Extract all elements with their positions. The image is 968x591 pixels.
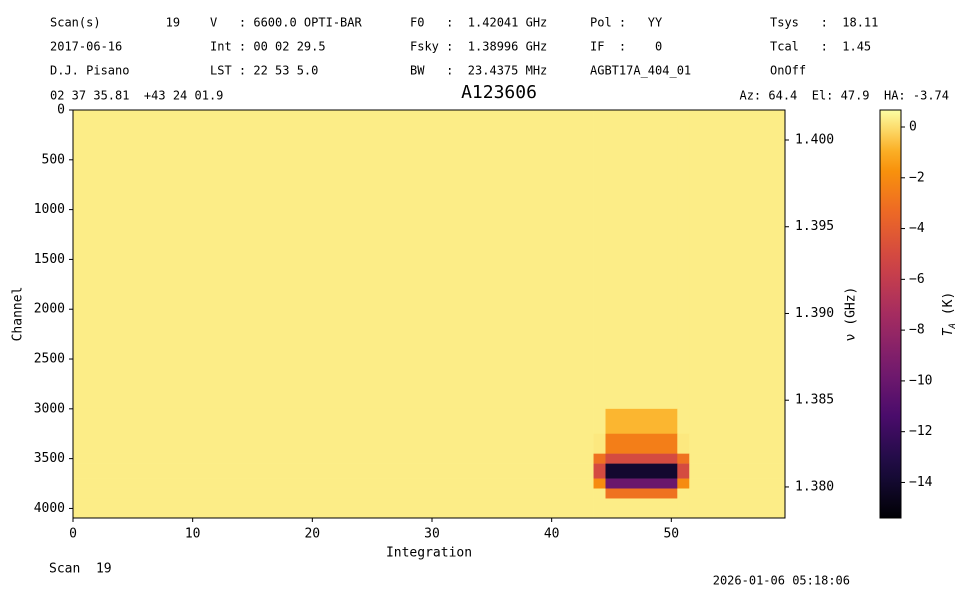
header-field: AGBT17A_404_01 — [590, 64, 691, 78]
y2-tick-label: 1.395 — [795, 219, 834, 234]
heatmap-cell — [73, 453, 594, 464]
heatmap-cell — [593, 463, 606, 479]
heatmap-cell — [605, 478, 678, 489]
x-tick-label: 40 — [544, 527, 560, 542]
header-field: Pol : YY — [590, 16, 663, 30]
header-field: 2017-06-16 — [50, 40, 122, 54]
colorbar-label-unit: (K) — [941, 292, 956, 323]
heatmap-cell — [73, 478, 594, 489]
heatmap-cell — [689, 488, 786, 499]
heatmap-cell — [677, 463, 690, 479]
heatmap-cell — [677, 478, 690, 489]
heatmap-cell — [73, 463, 594, 479]
heatmap-cell — [605, 408, 678, 435]
x-tick-label: 0 — [69, 527, 77, 542]
y-axis-label: Channel — [11, 287, 26, 342]
y2-tick-label: 1.385 — [795, 393, 834, 408]
colorbar-tick-label: −12 — [909, 424, 932, 439]
header-field: OnOff — [770, 64, 806, 78]
heatmap-cell — [73, 488, 594, 499]
header-field: IF : 0 — [590, 40, 662, 54]
colorbar-tick-label: −10 — [909, 373, 932, 388]
y2-tick-label: 1.380 — [795, 479, 834, 494]
heatmap-cell — [73, 433, 594, 454]
x-tick-label: 50 — [663, 527, 679, 542]
colorbar-tick-label: 0 — [909, 120, 917, 135]
colorbar-tick-label: −8 — [909, 323, 925, 338]
heatmap-cell — [689, 433, 786, 454]
header-field: BW : 23.4375 MHz — [410, 64, 547, 78]
y-tick-label: 4000 — [34, 501, 65, 516]
heatmap-cell — [593, 478, 606, 489]
y-tick-label: 3000 — [34, 401, 65, 416]
timestamp: 2026-01-06 05:18:06 — [713, 574, 850, 588]
heatmap-cell — [689, 408, 786, 435]
coordinates: 02 37 35.81 +43 24 01.9 — [50, 89, 223, 103]
footer-scan: Scan 19 — [49, 562, 112, 577]
heatmap-cell — [593, 453, 606, 464]
colorbar-tick-label: −4 — [909, 221, 925, 236]
colorbar — [879, 109, 902, 519]
heatmap-cell — [677, 110, 690, 410]
heatmap-cell — [677, 498, 690, 519]
x-tick-label: 20 — [304, 527, 320, 542]
chart-title: A123606 — [461, 82, 537, 103]
header-field: Tsys : 18.11 — [770, 16, 878, 30]
header-field: Int : 00 02 29.5 — [210, 40, 326, 54]
header-field: D.J. Pisano — [50, 64, 129, 78]
y-tick-label: 1500 — [34, 252, 65, 267]
header-field: V : 6600.0 OPTI-BAR — [210, 16, 362, 30]
header-field: Tcal : 1.45 — [770, 40, 871, 54]
heatmap-cell — [73, 498, 594, 519]
header-field: Scan(s) 19 — [50, 16, 180, 30]
header-field: Fsky : 1.38996 GHz — [410, 40, 547, 54]
x-tick-label: 30 — [424, 527, 440, 542]
heatmap-cell — [689, 463, 786, 479]
pointing: Az: 64.4 El: 47.9 HA: -3.74 — [739, 89, 949, 103]
y-tick-label: 2500 — [34, 352, 65, 367]
heatmap-cell — [677, 488, 690, 499]
colorbar-tick-label: −6 — [909, 272, 925, 287]
heatmap-cell — [677, 433, 690, 454]
heatmap-cell — [605, 453, 678, 464]
colorbar-tick-label: −2 — [909, 170, 925, 185]
x-tick-label: 10 — [185, 527, 201, 542]
colorbar-tick-label: −14 — [909, 475, 933, 490]
heatmap-cell — [605, 488, 678, 499]
heatmap-cell — [605, 498, 678, 519]
heatmap-cell — [593, 408, 606, 435]
y-tick-label: 1000 — [34, 202, 65, 217]
colorbar-label-symbol: T — [941, 327, 956, 336]
colorbar-label: TA (K) — [941, 292, 958, 337]
y-tick-label: 3500 — [34, 451, 65, 466]
heatmap-cell — [73, 110, 594, 410]
heatmap-cell — [689, 110, 786, 410]
y2-axis-label: ν (GHz) — [844, 287, 859, 342]
heatmap-cell — [677, 453, 690, 464]
heatmap-cell — [689, 498, 786, 519]
y-tick-label: 0 — [57, 103, 65, 118]
heatmap-cell — [689, 478, 786, 489]
heatmap-cell — [605, 463, 678, 479]
y2-tick-label: 1.400 — [795, 133, 834, 148]
plot-frame — [72, 109, 786, 519]
heatmap-cell — [593, 488, 606, 499]
heatmap-cell — [677, 408, 690, 435]
heatmap-cell — [593, 498, 606, 519]
colorbar-label-subscript: A — [948, 323, 958, 329]
y-tick-label: 2000 — [34, 302, 65, 317]
y-tick-label: 500 — [42, 152, 65, 167]
heatmap-cell — [689, 453, 786, 464]
heatmap-cell — [73, 408, 594, 435]
heatmap-cell — [605, 433, 678, 454]
heatmap-cell — [593, 110, 606, 410]
heatmap-cell — [593, 433, 606, 454]
header-field: LST : 22 53 5.0 — [210, 64, 318, 78]
heatmap-cell — [605, 110, 678, 410]
header-field: F0 : 1.42041 GHz — [410, 16, 547, 30]
x-axis-label: Integration — [386, 546, 472, 561]
y2-tick-label: 1.390 — [795, 306, 834, 321]
